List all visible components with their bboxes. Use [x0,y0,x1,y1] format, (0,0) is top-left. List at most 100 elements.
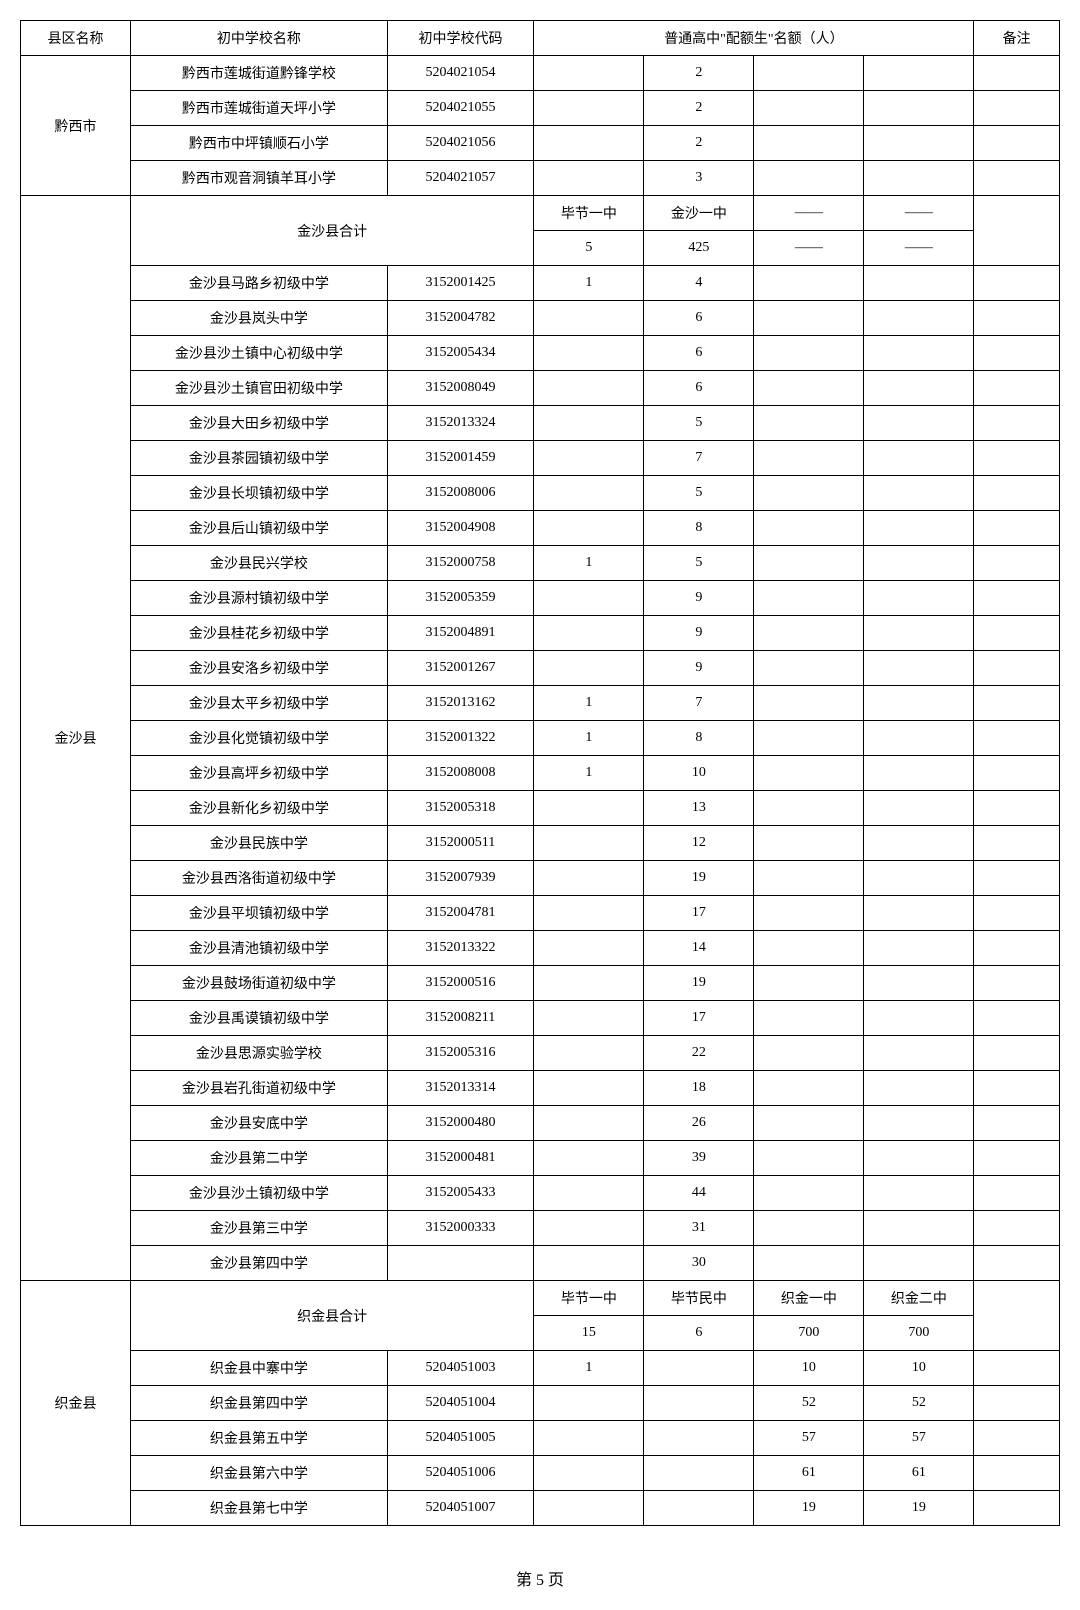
school-cell: 黔西市中坪镇顺石小学 [131,126,388,161]
remark-cell [974,301,1060,336]
school-cell: 金沙县民兴学校 [131,546,388,581]
remark-cell [974,931,1060,966]
remark-cell [974,826,1060,861]
q3-cell [754,1141,864,1176]
q2-cell: 17 [644,896,754,931]
school-cell: 金沙县化觉镇初级中学 [131,721,388,756]
remark-cell [974,616,1060,651]
q3-cell [754,546,864,581]
q1-cell [534,896,644,931]
table-row: 织金县第四中学52040510045252 [21,1386,1060,1421]
q1-cell [534,1246,644,1281]
school-cell: 金沙县长坝镇初级中学 [131,476,388,511]
table-row: 金沙县源村镇初级中学31520053599 [21,581,1060,616]
code-cell: 3152013314 [387,1071,534,1106]
remark-cell [974,161,1060,196]
summary-val-q3: —— [754,231,864,266]
school-cell: 织金县第五中学 [131,1421,388,1456]
q2-cell: 3 [644,161,754,196]
school-cell: 金沙县安底中学 [131,1106,388,1141]
table-row: 金沙县禹谟镇初级中学315200821117 [21,1001,1060,1036]
code-cell: 3152000758 [387,546,534,581]
school-cell: 金沙县思源实验学校 [131,1036,388,1071]
q2-cell: 12 [644,826,754,861]
q4-cell [864,1106,974,1141]
q2-cell: 6 [644,336,754,371]
code-cell: 3152005359 [387,581,534,616]
q3-cell [754,651,864,686]
q1-cell [534,931,644,966]
q1-cell [534,91,644,126]
code-cell: 5204051006 [387,1456,534,1491]
code-cell: 3152013322 [387,931,534,966]
school-cell: 金沙县禹谟镇初级中学 [131,1001,388,1036]
q3-cell [754,56,864,91]
school-cell: 金沙县第四中学 [131,1246,388,1281]
q2-cell: 7 [644,441,754,476]
q4-cell [864,301,974,336]
q1-cell [534,791,644,826]
q3-cell [754,616,864,651]
q4-cell [864,161,974,196]
q1-cell [534,511,644,546]
remark-cell [974,371,1060,406]
q2-cell: 8 [644,511,754,546]
q3-cell [754,371,864,406]
q1-cell [534,1491,644,1526]
school-cell: 金沙县马路乡初级中学 [131,266,388,301]
table-row: 金沙县鼓场街道初级中学315200051619 [21,966,1060,1001]
q2-cell: 10 [644,756,754,791]
summary-head-q1: 毕节一中 [534,1281,644,1316]
table-row: 金沙县岩孔街道初级中学315201331418 [21,1071,1060,1106]
q2-cell: 39 [644,1141,754,1176]
school-cell: 金沙县茶园镇初级中学 [131,441,388,476]
school-cell: 黔西市观音洞镇羊耳小学 [131,161,388,196]
school-cell: 金沙县沙土镇初级中学 [131,1176,388,1211]
table-row: 织金县中寨中学520405100311010 [21,1351,1060,1386]
remark-cell [974,1491,1060,1526]
table-row: 金沙县后山镇初级中学31520049088 [21,511,1060,546]
summary-val-q1: 5 [534,231,644,266]
q2-cell: 5 [644,476,754,511]
code-cell: 3152008008 [387,756,534,791]
q3-cell [754,581,864,616]
q4-cell [864,1001,974,1036]
code-cell: 5204021055 [387,91,534,126]
school-cell: 金沙县沙土镇中心初级中学 [131,336,388,371]
code-cell: 3152001425 [387,266,534,301]
code-cell: 3152004908 [387,511,534,546]
school-cell: 金沙县大田乡初级中学 [131,406,388,441]
school-cell: 金沙县第二中学 [131,1141,388,1176]
q3-cell [754,1001,864,1036]
q3-cell [754,791,864,826]
q1-cell [534,966,644,1001]
school-cell: 织金县中寨中学 [131,1351,388,1386]
q3-cell [754,266,864,301]
q4-cell [864,931,974,966]
code-cell: 3152013162 [387,686,534,721]
header-quota: 普通高中"配额生"名额（人） [534,21,974,56]
q4-cell [864,756,974,791]
table-row: 金沙县岚头中学31520047826 [21,301,1060,336]
summary-head-q1: 毕节一中 [534,196,644,231]
school-cell: 金沙县西洛街道初级中学 [131,861,388,896]
q2-cell: 26 [644,1106,754,1141]
q3-cell [754,686,864,721]
q4-cell [864,511,974,546]
code-cell: 5204051004 [387,1386,534,1421]
school-cell: 金沙县安洛乡初级中学 [131,651,388,686]
q3-cell [754,1211,864,1246]
q4-cell [864,1141,974,1176]
summary-label: 织金县合计 [131,1281,534,1351]
q4-cell [864,1246,974,1281]
remark-cell [974,1386,1060,1421]
q1-cell [534,1176,644,1211]
table-row: 金沙县安底中学315200048026 [21,1106,1060,1141]
table-row: 金沙县民族中学315200051112 [21,826,1060,861]
code-cell: 3152004781 [387,896,534,931]
summary-val-q3: 700 [754,1316,864,1351]
table-row: 金沙县沙土镇官田初级中学31520080496 [21,371,1060,406]
q2-cell: 4 [644,266,754,301]
q3-cell [754,1036,864,1071]
table-row: 金沙县高坪乡初级中学3152008008110 [21,756,1060,791]
